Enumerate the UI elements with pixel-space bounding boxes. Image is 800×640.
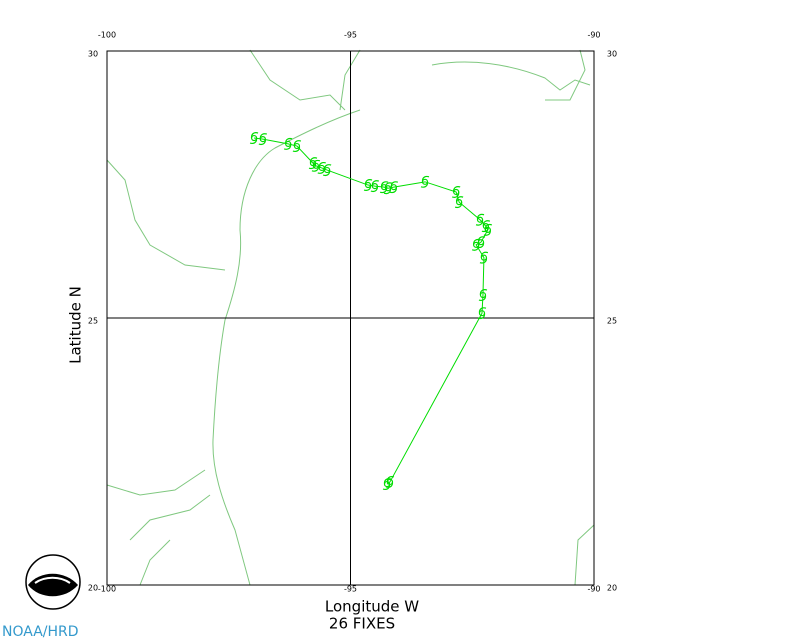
fix-symbol: [475, 213, 485, 226]
fix-arms: [420, 175, 430, 188]
fix-symbol: [385, 475, 395, 488]
storm-track: [254, 137, 489, 485]
fix-symbol: [363, 179, 373, 191]
fix-arms: [317, 162, 326, 174]
fix-symbol: [308, 157, 318, 170]
fix-symbol: [370, 180, 380, 193]
y-tick-label: 30: [607, 50, 617, 59]
fix-symbol: [479, 251, 489, 264]
x-tick-label: -95: [344, 585, 357, 594]
fix-arms: [283, 137, 293, 150]
fix-symbol: [454, 196, 464, 209]
x-tick-label: -90: [587, 585, 600, 594]
x-axis-label: Longitude W: [325, 598, 419, 616]
noaa-logo: [25, 554, 81, 610]
y-tick-label: 20: [88, 584, 98, 593]
fix-arms: [258, 133, 268, 146]
fix-symbol: [389, 181, 399, 194]
fix-arms: [477, 307, 487, 320]
fix-symbol: [477, 307, 487, 320]
fix-symbol: [383, 182, 393, 195]
fix-symbol: [317, 162, 326, 174]
y-tick-label: 30: [88, 50, 98, 59]
fix-symbol: [283, 137, 293, 150]
fix-arms: [475, 213, 485, 226]
coastline: [106, 49, 595, 586]
fix-arms: [389, 181, 399, 194]
fix-arms: [454, 196, 464, 209]
fix-symbol: [481, 220, 491, 233]
fix-symbol: [258, 133, 268, 146]
fix-symbol: [420, 175, 430, 188]
fix-arms: [481, 220, 491, 233]
y-tick-label: 20: [607, 584, 617, 593]
fix-symbol: [292, 140, 302, 152]
fix-arms: [478, 289, 488, 301]
fix-arms: [249, 132, 259, 144]
fix-symbol: [478, 289, 488, 301]
fix-symbol: [379, 181, 389, 194]
fix-count: 26 FIXES: [329, 615, 395, 633]
fix-arms: [308, 157, 318, 170]
fix-symbol: [451, 186, 461, 198]
x-tick-label: -90: [587, 31, 600, 40]
fix-arms: [383, 182, 393, 195]
fix-arms: [385, 475, 395, 488]
fix-arms: [451, 186, 461, 198]
fix-arms: [479, 251, 489, 264]
fix-symbol: [476, 236, 486, 249]
fix-arms: [363, 179, 373, 191]
y-tick-label: 25: [88, 317, 98, 326]
x-tick-label: -95: [344, 31, 357, 40]
x-tick-label: -100: [98, 585, 116, 594]
fix-arms: [370, 180, 380, 193]
fix-arms: [379, 181, 389, 194]
fix-arms: [476, 236, 486, 249]
fix-arms: [292, 140, 302, 152]
credit: NOAA/HRD: [2, 624, 79, 640]
y-axis-label: Latitude N: [67, 286, 85, 364]
fix-symbol: [249, 132, 259, 144]
y-tick-label: 25: [607, 317, 617, 326]
fix-arms: [311, 159, 321, 172]
x-tick-label: -100: [98, 31, 116, 40]
